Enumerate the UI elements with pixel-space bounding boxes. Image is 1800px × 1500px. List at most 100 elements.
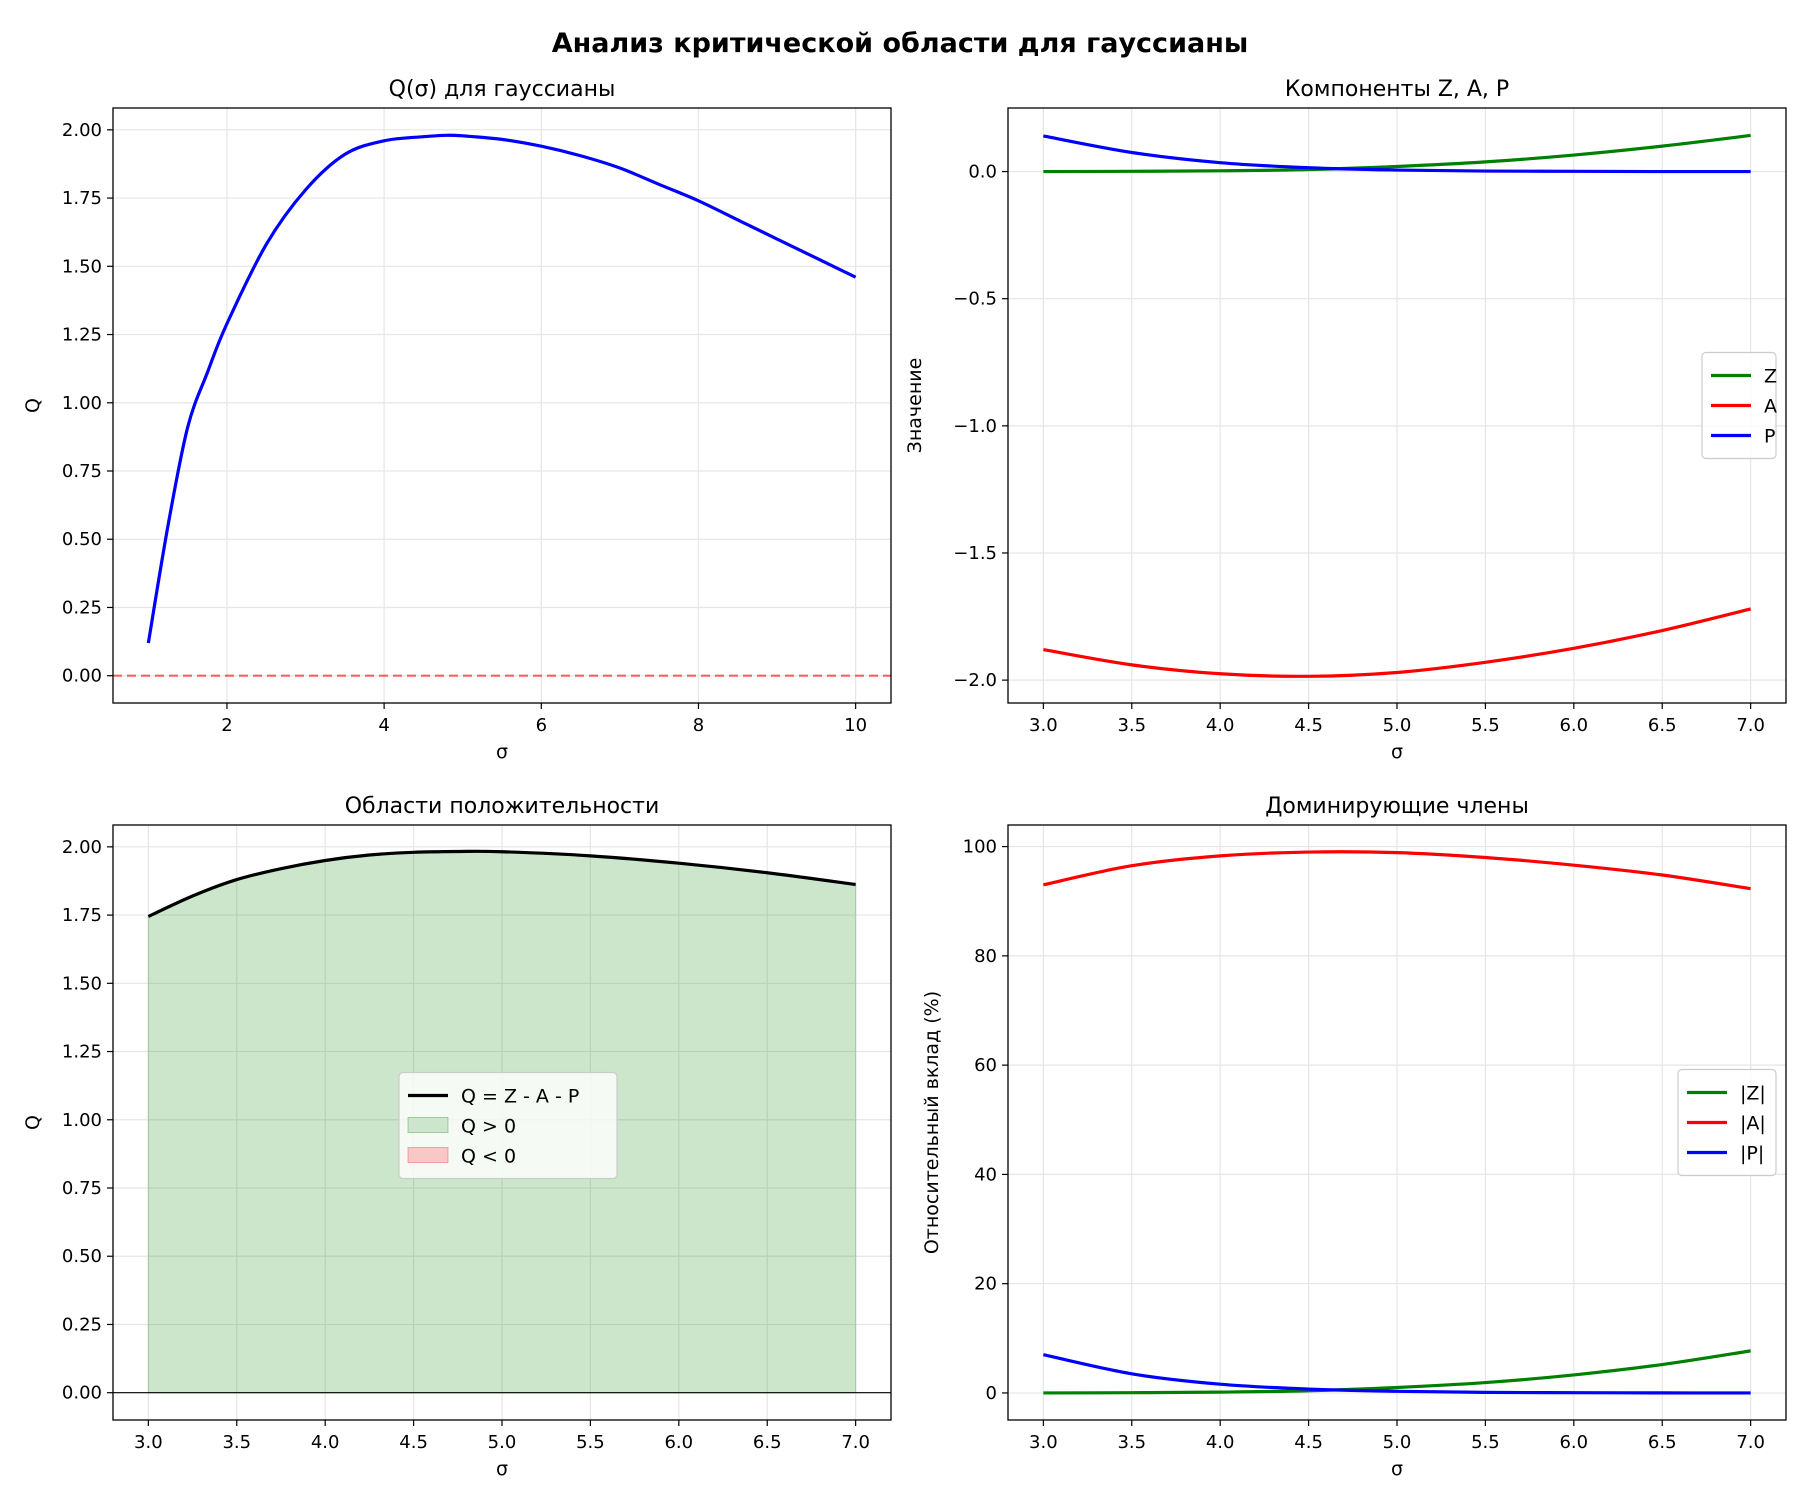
x-tick-label: 5.5 xyxy=(1471,1432,1500,1453)
panel-q_sigma: 2 4 6 8 10 0.00 0.25 0.50 0.75 1.00 1.25 1.50 1.75 2.… xyxy=(22,77,892,763)
series-line-q xyxy=(146,133,857,644)
panel-title: Q(σ) для гауссианы xyxy=(389,77,616,102)
panel-title: Доминирующие члены xyxy=(1265,794,1529,819)
x-tick-label: 10 xyxy=(844,715,867,736)
y-axis-label: Q xyxy=(22,398,44,413)
legend-label: Q > 0 xyxy=(461,1116,516,1138)
y-tick-label: 20 xyxy=(974,1274,997,1295)
series-line-qzap xyxy=(147,849,856,918)
x-tick-label: 5.0 xyxy=(488,1432,517,1453)
x-axis-label: σ xyxy=(1391,1458,1403,1480)
x-tick-label: 6.0 xyxy=(1559,715,1588,736)
y-tick-label: 2.00 xyxy=(62,837,102,858)
y-tick-label: 2.00 xyxy=(62,120,102,141)
y-tick-label: 1.50 xyxy=(62,256,102,277)
y-tick-label: 0.0 xyxy=(968,162,997,183)
legend-label: A xyxy=(1764,396,1777,418)
legend-patch-swatch xyxy=(407,1147,449,1163)
y-axis-label: Относительный вклад (%) xyxy=(921,991,943,1254)
legend-patch-swatch xyxy=(407,1117,449,1133)
legend-label: Z xyxy=(1764,366,1777,388)
panel-title: Компоненты Z, A, P xyxy=(1285,77,1509,102)
y-tick-label: 0.75 xyxy=(62,461,102,482)
y-tick-label: −0.5 xyxy=(953,289,997,310)
legend-label: P xyxy=(1764,426,1775,448)
x-tick-label: 6.0 xyxy=(664,1432,693,1453)
x-tick-label: 4.0 xyxy=(1206,1432,1235,1453)
y-tick-label: 0.25 xyxy=(62,1314,102,1335)
y-axis-label: Значение xyxy=(904,358,926,454)
y-tick-label: 80 xyxy=(974,946,997,967)
x-tick-label: 2 xyxy=(221,715,232,736)
x-axis-label: σ xyxy=(1391,741,1403,763)
y-axis-label: Q xyxy=(22,1115,44,1130)
y-tick-label: −1.5 xyxy=(953,543,997,564)
x-tick-label: 6.0 xyxy=(1559,1432,1588,1453)
x-tick-label: 3.5 xyxy=(1117,1432,1146,1453)
panel-components: 3.0 3.5 4.0 4.5 5.0 5.5 6.0 6.5 7.0 0.0 −0.5 −1.0 −1… xyxy=(904,77,1787,763)
x-tick-label: 8 xyxy=(693,715,704,736)
y-tick-label: −1.0 xyxy=(953,416,997,437)
y-tick-label: 1.00 xyxy=(62,1110,102,1131)
legend: |Z| |A| |P| xyxy=(1677,1068,1777,1177)
x-tick-label: 4.5 xyxy=(399,1432,428,1453)
x-tick-label: 5.5 xyxy=(576,1432,605,1453)
legend: Q = Z - A - P Q > 0 Q < 0 xyxy=(398,1071,618,1180)
legend-label: Q < 0 xyxy=(461,1146,516,1168)
x-tick-label: 5.0 xyxy=(1383,715,1412,736)
x-tick-label: 3.0 xyxy=(1029,715,1058,736)
series-line-p xyxy=(1043,1353,1751,1395)
y-tick-label: 0.75 xyxy=(62,1178,102,1199)
panel-title: Области положительности xyxy=(345,794,660,819)
x-tick-label: 5.5 xyxy=(1471,715,1500,736)
legend: ZAP xyxy=(1701,351,1777,460)
y-tick-label: 1.25 xyxy=(62,1042,102,1063)
figure-suptitle: Анализ критической области для гауссианы xyxy=(552,28,1249,59)
series-line-a xyxy=(1043,850,1751,891)
series-line-z xyxy=(1043,133,1751,174)
legend-label: Q = Z - A - P xyxy=(461,1086,579,1108)
x-tick-label: 4.0 xyxy=(311,1432,340,1453)
axes-frame xyxy=(112,107,892,704)
y-tick-label: 60 xyxy=(974,1055,997,1076)
y-tick-label: 1.50 xyxy=(62,973,102,994)
y-tick-label: 0.00 xyxy=(62,1383,102,1404)
x-tick-label: 6.5 xyxy=(753,1432,782,1453)
y-tick-label: 1.00 xyxy=(62,393,102,414)
x-tick-label: 5.0 xyxy=(1383,1432,1412,1453)
x-tick-label: 3.5 xyxy=(1117,715,1146,736)
x-tick-label: 7.0 xyxy=(1736,715,1765,736)
x-tick-label: 3.0 xyxy=(1029,1432,1058,1453)
panel-positivity: 3.0 3.5 4.0 4.5 5.0 5.5 6.0 6.5 7.0 0.00 0.25 0.50 0… xyxy=(22,794,892,1480)
y-tick-label: 1.75 xyxy=(62,188,102,209)
y-tick-label: 1.75 xyxy=(62,905,102,926)
series-line-z xyxy=(1043,1349,1751,1395)
x-tick-label: 7.0 xyxy=(1736,1432,1765,1453)
legend-label: |P| xyxy=(1740,1143,1764,1165)
x-axis-label: σ xyxy=(496,1458,508,1480)
legend-box xyxy=(398,1071,618,1180)
x-tick-label: 4.5 xyxy=(1294,715,1323,736)
legend-label: |Z| xyxy=(1740,1083,1766,1105)
y-tick-label: 0.50 xyxy=(62,1246,102,1267)
x-tick-label: 3.0 xyxy=(134,1432,163,1453)
x-tick-label: 6.5 xyxy=(1648,1432,1677,1453)
x-axis-label: σ xyxy=(496,741,508,763)
y-tick-label: −2.0 xyxy=(953,670,997,691)
x-tick-label: 4.0 xyxy=(1206,715,1235,736)
x-tick-label: 3.5 xyxy=(222,1432,251,1453)
y-tick-label: 0 xyxy=(986,1383,997,1404)
legend-label: |A| xyxy=(1740,1113,1766,1135)
x-tick-label: 4 xyxy=(378,715,389,736)
y-tick-label: 0.25 xyxy=(62,597,102,618)
y-tick-label: 0.00 xyxy=(62,666,102,687)
x-tick-label: 7.0 xyxy=(841,1432,870,1453)
y-tick-label: 40 xyxy=(974,1164,997,1185)
x-tick-label: 6 xyxy=(536,715,547,736)
x-tick-label: 6.5 xyxy=(1648,715,1677,736)
y-tick-label: 1.25 xyxy=(62,325,102,346)
y-tick-label: 0.50 xyxy=(62,529,102,550)
series-line-a xyxy=(1043,607,1752,678)
panel-dominant: 3.0 3.5 4.0 4.5 5.0 5.5 6.0 6.5 7.0 0 20 40 60 80 100 Д… xyxy=(921,794,1787,1480)
